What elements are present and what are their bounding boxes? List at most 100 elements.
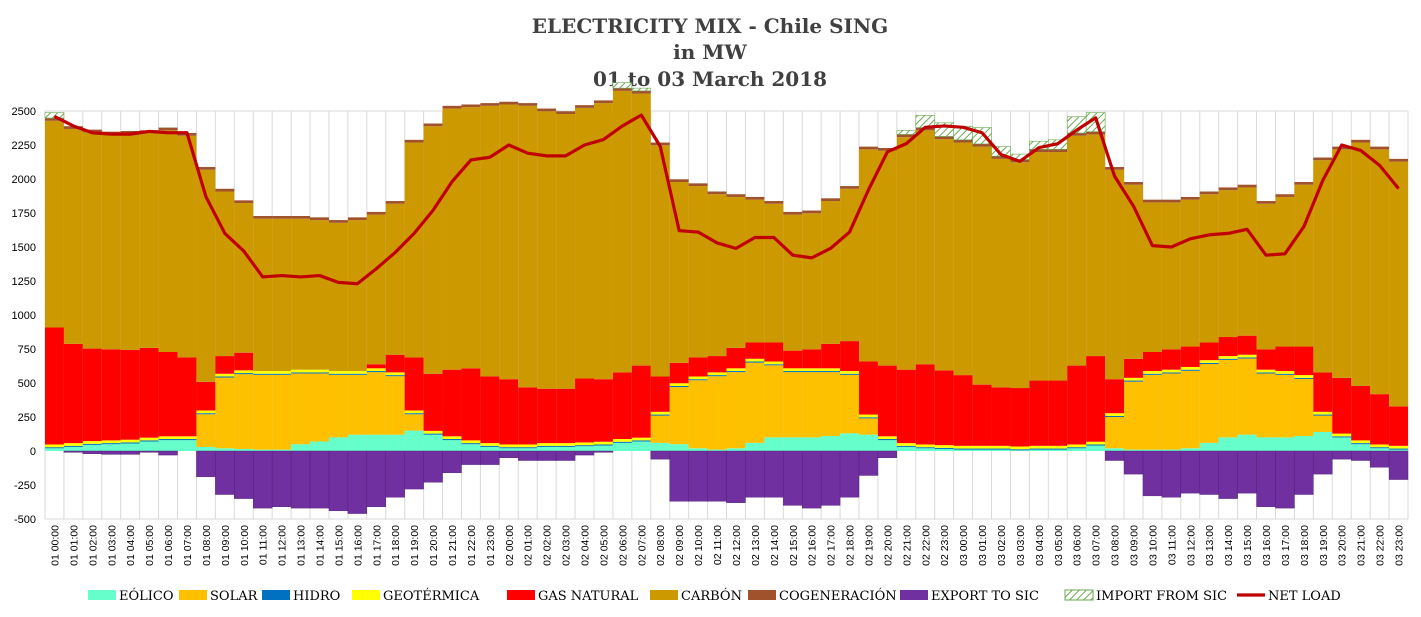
bar-e-lico: [1389, 449, 1408, 451]
bar-e-lico: [82, 444, 102, 451]
bar-e-lico: [499, 448, 519, 451]
x-tick-label: 03 07:00: [1091, 525, 1103, 566]
y-tick-label: 750: [18, 344, 36, 356]
bar-hidro: [953, 448, 973, 450]
bar-e-lico: [1010, 450, 1030, 451]
bar-export-to-sic: [385, 450, 405, 498]
bar-hidro: [745, 361, 765, 363]
bar-carb-n: [442, 108, 462, 370]
bar-export-to-sic: [215, 450, 235, 495]
bar-e-lico: [1180, 448, 1200, 451]
bar-carb-n: [915, 130, 935, 365]
bar-hidro: [1256, 372, 1276, 374]
bar-cogeneraci-n: [499, 101, 519, 105]
bar-gas-natural: [1332, 377, 1352, 434]
bar-export-to-sic: [101, 450, 121, 455]
x-tick-label: 02 09:00: [674, 525, 686, 566]
bar-e-lico: [593, 445, 613, 451]
bar-carb-n: [1142, 202, 1162, 352]
x-tick-label: 01 04:00: [125, 525, 137, 566]
bar-geot-rmica: [366, 368, 386, 372]
bar-solar: [669, 387, 689, 445]
bar-cogeneraci-n: [764, 201, 784, 204]
bar-solar: [840, 374, 860, 434]
legend-label: IMPORT FROM SIC: [1096, 589, 1227, 604]
bar-cogeneraci-n: [1370, 146, 1390, 150]
x-tick-label: 01 06:00: [163, 525, 175, 566]
bar-gas-natural: [1105, 379, 1125, 414]
x-tick-label: 01 22:00: [466, 525, 478, 566]
bar-export-to-sic: [1104, 450, 1125, 461]
bar-hidro: [347, 373, 367, 375]
x-tick-label: 02 19:00: [863, 525, 875, 566]
bar-hidro: [972, 448, 992, 450]
bar-gas-natural: [63, 343, 83, 444]
bar-e-lico: [385, 434, 405, 451]
bar-carb-n: [480, 105, 500, 377]
bar-geot-rmica: [877, 436, 897, 440]
x-tick-label: 03 21:00: [1356, 525, 1368, 566]
bar-e-lico: [518, 448, 538, 451]
bar-cogeneraci-n: [328, 220, 348, 223]
bar-solar: [650, 415, 670, 443]
bar-e-lico: [612, 442, 632, 451]
bar-hidro: [840, 373, 860, 375]
bar-carb-n: [1086, 134, 1106, 357]
bar-solar: [1218, 359, 1238, 438]
bar-carb-n: [593, 103, 613, 380]
x-tick-label: 01 07:00: [182, 525, 194, 566]
bar-solar: [272, 374, 292, 450]
bar-carb-n: [1237, 187, 1257, 336]
bar-e-lico: [802, 437, 822, 451]
bar-gas-natural: [612, 372, 632, 440]
bar-gas-natural: [1313, 372, 1333, 412]
x-tick-label: 03 10:00: [1147, 525, 1159, 566]
bar-export-to-sic: [745, 450, 765, 498]
bar-e-lico: [859, 434, 878, 451]
legend-item-cogeneraci-n: COGENERACIÓN: [748, 587, 897, 604]
bar-solar: [366, 372, 386, 435]
bar-geot-rmica: [821, 368, 841, 372]
bar-geot-rmica: [1029, 445, 1049, 449]
bar-geot-rmica: [328, 371, 348, 374]
bar-gas-natural: [537, 388, 557, 444]
bar-export-to-sic: [1161, 450, 1182, 498]
bar-geot-rmica: [158, 436, 178, 440]
bar-carb-n: [158, 130, 178, 352]
bar-carb-n: [821, 201, 841, 344]
bar-solar: [215, 377, 235, 449]
bar-gas-natural: [669, 362, 689, 384]
bar-export-to-sic: [1142, 450, 1163, 497]
bar-e-lico: [650, 442, 670, 451]
bar-e-lico: [1294, 436, 1314, 451]
bar-geot-rmica: [120, 439, 140, 443]
bar-cogeneraci-n: [1067, 133, 1087, 136]
bar-hidro: [726, 371, 746, 373]
bar-geot-rmica: [63, 443, 83, 446]
bar-cogeneraci-n: [82, 129, 102, 133]
bar-e-lico: [877, 440, 897, 451]
bar-geot-rmica: [291, 369, 311, 373]
x-tick-label: 01 16:00: [352, 525, 364, 566]
bar-export-to-sic: [423, 450, 443, 483]
x-tick-label: 01 18:00: [390, 525, 402, 566]
bar-carb-n: [859, 149, 878, 362]
bar-carb-n: [953, 142, 973, 376]
bar-gas-natural: [1199, 342, 1219, 361]
bar-carb-n: [934, 139, 954, 371]
bar-gas-natural: [158, 351, 178, 437]
y-tick-label: 1500: [12, 242, 36, 254]
legend-swatch: [507, 590, 535, 600]
bar-carb-n: [669, 181, 689, 363]
bar-gas-natural: [1142, 351, 1162, 372]
bar-e-lico: [1218, 437, 1238, 451]
bar-gas-natural: [707, 356, 727, 373]
bar-solar: [1180, 370, 1200, 449]
y-tick-label: -250: [14, 480, 36, 492]
bar-export-to-sic: [442, 450, 462, 473]
bar-geot-rmica: [272, 371, 292, 374]
legend-label: NET LOAD: [1268, 589, 1341, 604]
bar-hidro: [272, 373, 292, 375]
bar-gas-natural: [423, 373, 443, 431]
bar-hidro: [366, 371, 386, 373]
